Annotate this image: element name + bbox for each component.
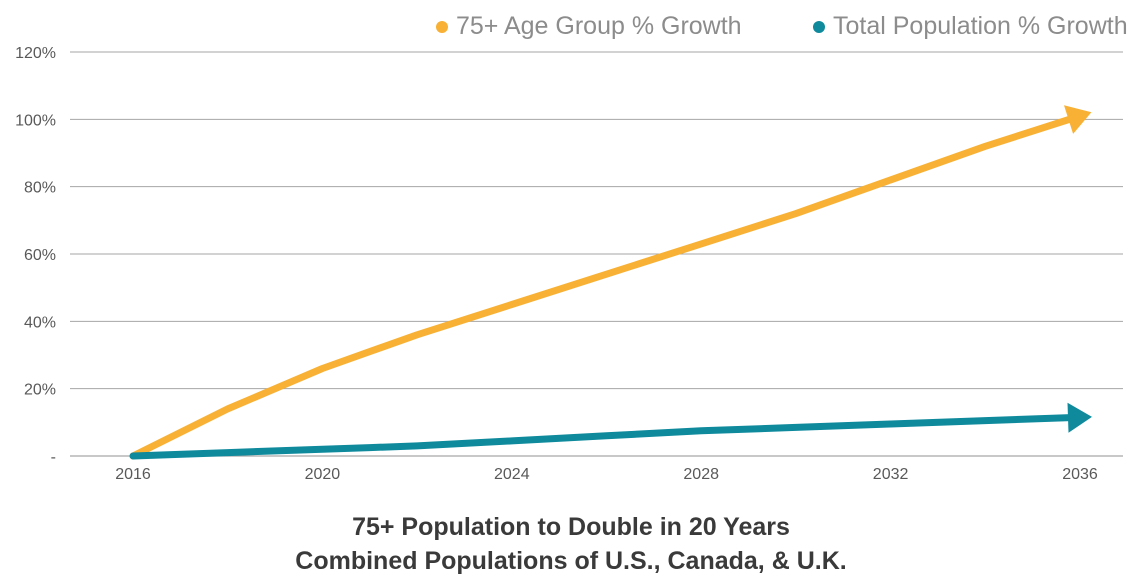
series-arrowhead-2 xyxy=(1067,402,1092,433)
y-tick-label: 40% xyxy=(24,314,56,331)
y-tick-label: 80% xyxy=(24,180,56,197)
legend-item-total: Total Population % Growth xyxy=(813,12,1128,41)
chart-subtitle: Combined Populations of U.S., Canada, & … xyxy=(295,547,847,575)
y-tick-label: 120% xyxy=(15,45,56,62)
legend: 75+ Age Group % Growth Total Population … xyxy=(0,12,1142,44)
y-axis-ticks: - 20% 40% 60% 80% 100% 120% xyxy=(15,45,56,466)
series-line-2 xyxy=(129,414,1074,460)
y-tick-label: - xyxy=(51,449,56,466)
y-tick-label: 100% xyxy=(15,112,56,129)
legend-label: Total Population % Growth xyxy=(833,12,1128,40)
series-line-1 xyxy=(129,115,1074,460)
x-tick-label: 2032 xyxy=(873,466,909,483)
x-tick-label: 2020 xyxy=(305,466,341,483)
legend-item-75-plus: 75+ Age Group % Growth xyxy=(436,12,742,41)
chart-title: 75+ Population to Double in 20 Years xyxy=(352,513,790,541)
series-lines xyxy=(129,105,1092,460)
x-tick-label: 2028 xyxy=(683,466,719,483)
legend-label: 75+ Age Group % Growth xyxy=(456,12,742,40)
legend-dot-icon xyxy=(813,20,825,33)
x-tick-label: 2036 xyxy=(1062,466,1098,483)
chart-title-block: 75+ Population to Double in 20 Years Com… xyxy=(0,510,1142,578)
series-arrowhead-1 xyxy=(1064,105,1092,134)
x-axis-ticks: 2016 2020 2024 2028 2032 2036 xyxy=(115,466,1098,483)
y-tick-label: 20% xyxy=(24,382,56,399)
x-tick-label: 2016 xyxy=(115,466,151,483)
legend-dot-icon xyxy=(436,20,448,33)
x-tick-label: 2024 xyxy=(494,466,530,483)
y-tick-label: 60% xyxy=(24,247,56,264)
gridlines xyxy=(70,51,1123,390)
